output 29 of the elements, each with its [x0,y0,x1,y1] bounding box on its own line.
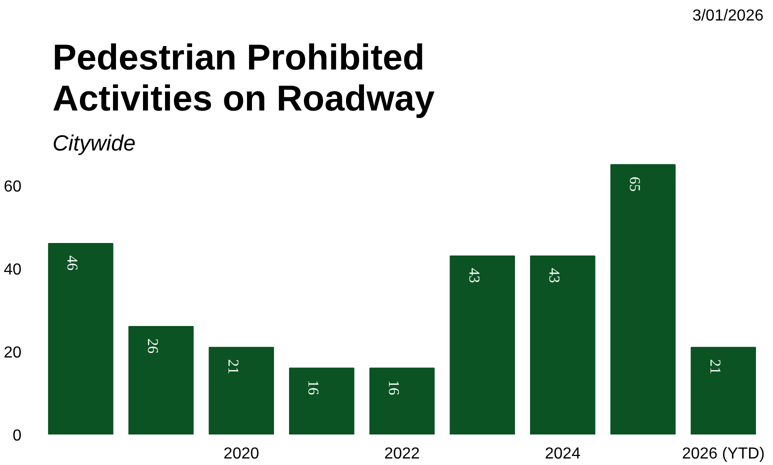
data-label: 26 [144,338,160,354]
chart-title: Pedestrian Prohibited Activities on Roadway [52,36,435,118]
data-label: 43 [546,268,562,283]
bar [530,255,596,434]
y-tick-label: 40 [4,261,22,278]
bar [610,164,676,434]
chart-subtitle: Citywide [52,130,136,156]
bar [208,346,274,434]
data-label: 43 [465,268,482,283]
data-label: 21 [224,359,240,374]
data-label: 46 [64,256,80,272]
x-tick-label: 2020 [224,446,260,462]
data-label: 21 [706,359,722,374]
bar [128,326,194,434]
x-tick-label: 2024 [544,446,581,462]
data-label: 16 [385,380,402,396]
x-tick-label: 2026 (YTD) [682,446,765,462]
bar [48,243,114,434]
y-tick-label: 20 [4,344,22,362]
bar [450,255,515,434]
bar [289,368,354,434]
bar [690,346,756,434]
x-tick-label: 2022 [384,446,420,462]
bar [369,368,435,434]
y-tick-label: 0 [12,428,22,444]
y-tick-label: 60 [4,178,22,196]
data-label: 65 [626,176,642,192]
text: 3/01/2026 [692,8,764,24]
data-label: 16 [304,380,321,396]
